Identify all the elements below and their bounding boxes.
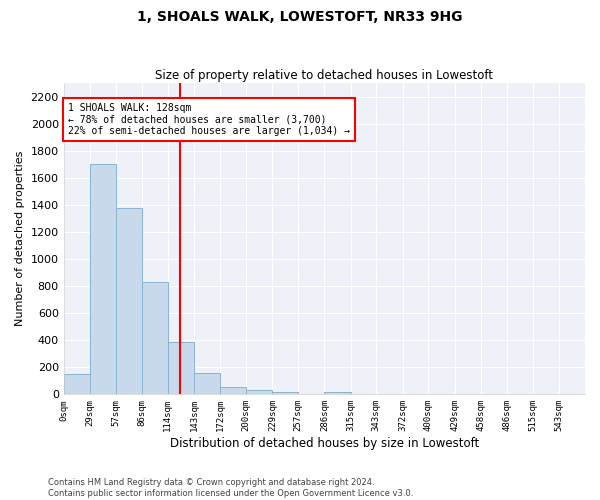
- Bar: [220, 387, 246, 394]
- Bar: [272, 392, 298, 394]
- Bar: [246, 390, 272, 394]
- Text: Contains HM Land Registry data © Crown copyright and database right 2024.
Contai: Contains HM Land Registry data © Crown c…: [48, 478, 413, 498]
- Bar: [167, 342, 194, 394]
- Title: Size of property relative to detached houses in Lowestoft: Size of property relative to detached ho…: [155, 69, 493, 82]
- Y-axis label: Number of detached properties: Number of detached properties: [15, 151, 25, 326]
- Text: 1, SHOALS WALK, LOWESTOFT, NR33 9HG: 1, SHOALS WALK, LOWESTOFT, NR33 9HG: [137, 10, 463, 24]
- Bar: [325, 392, 351, 394]
- Bar: [194, 372, 220, 394]
- X-axis label: Distribution of detached houses by size in Lowestoft: Distribution of detached houses by size …: [170, 437, 479, 450]
- Bar: [142, 282, 167, 395]
- Bar: [64, 374, 90, 394]
- Bar: [116, 208, 142, 394]
- Text: 1 SHOALS WALK: 128sqm
← 78% of detached houses are smaller (3,700)
22% of semi-d: 1 SHOALS WALK: 128sqm ← 78% of detached …: [68, 103, 350, 136]
- Bar: [90, 164, 116, 394]
